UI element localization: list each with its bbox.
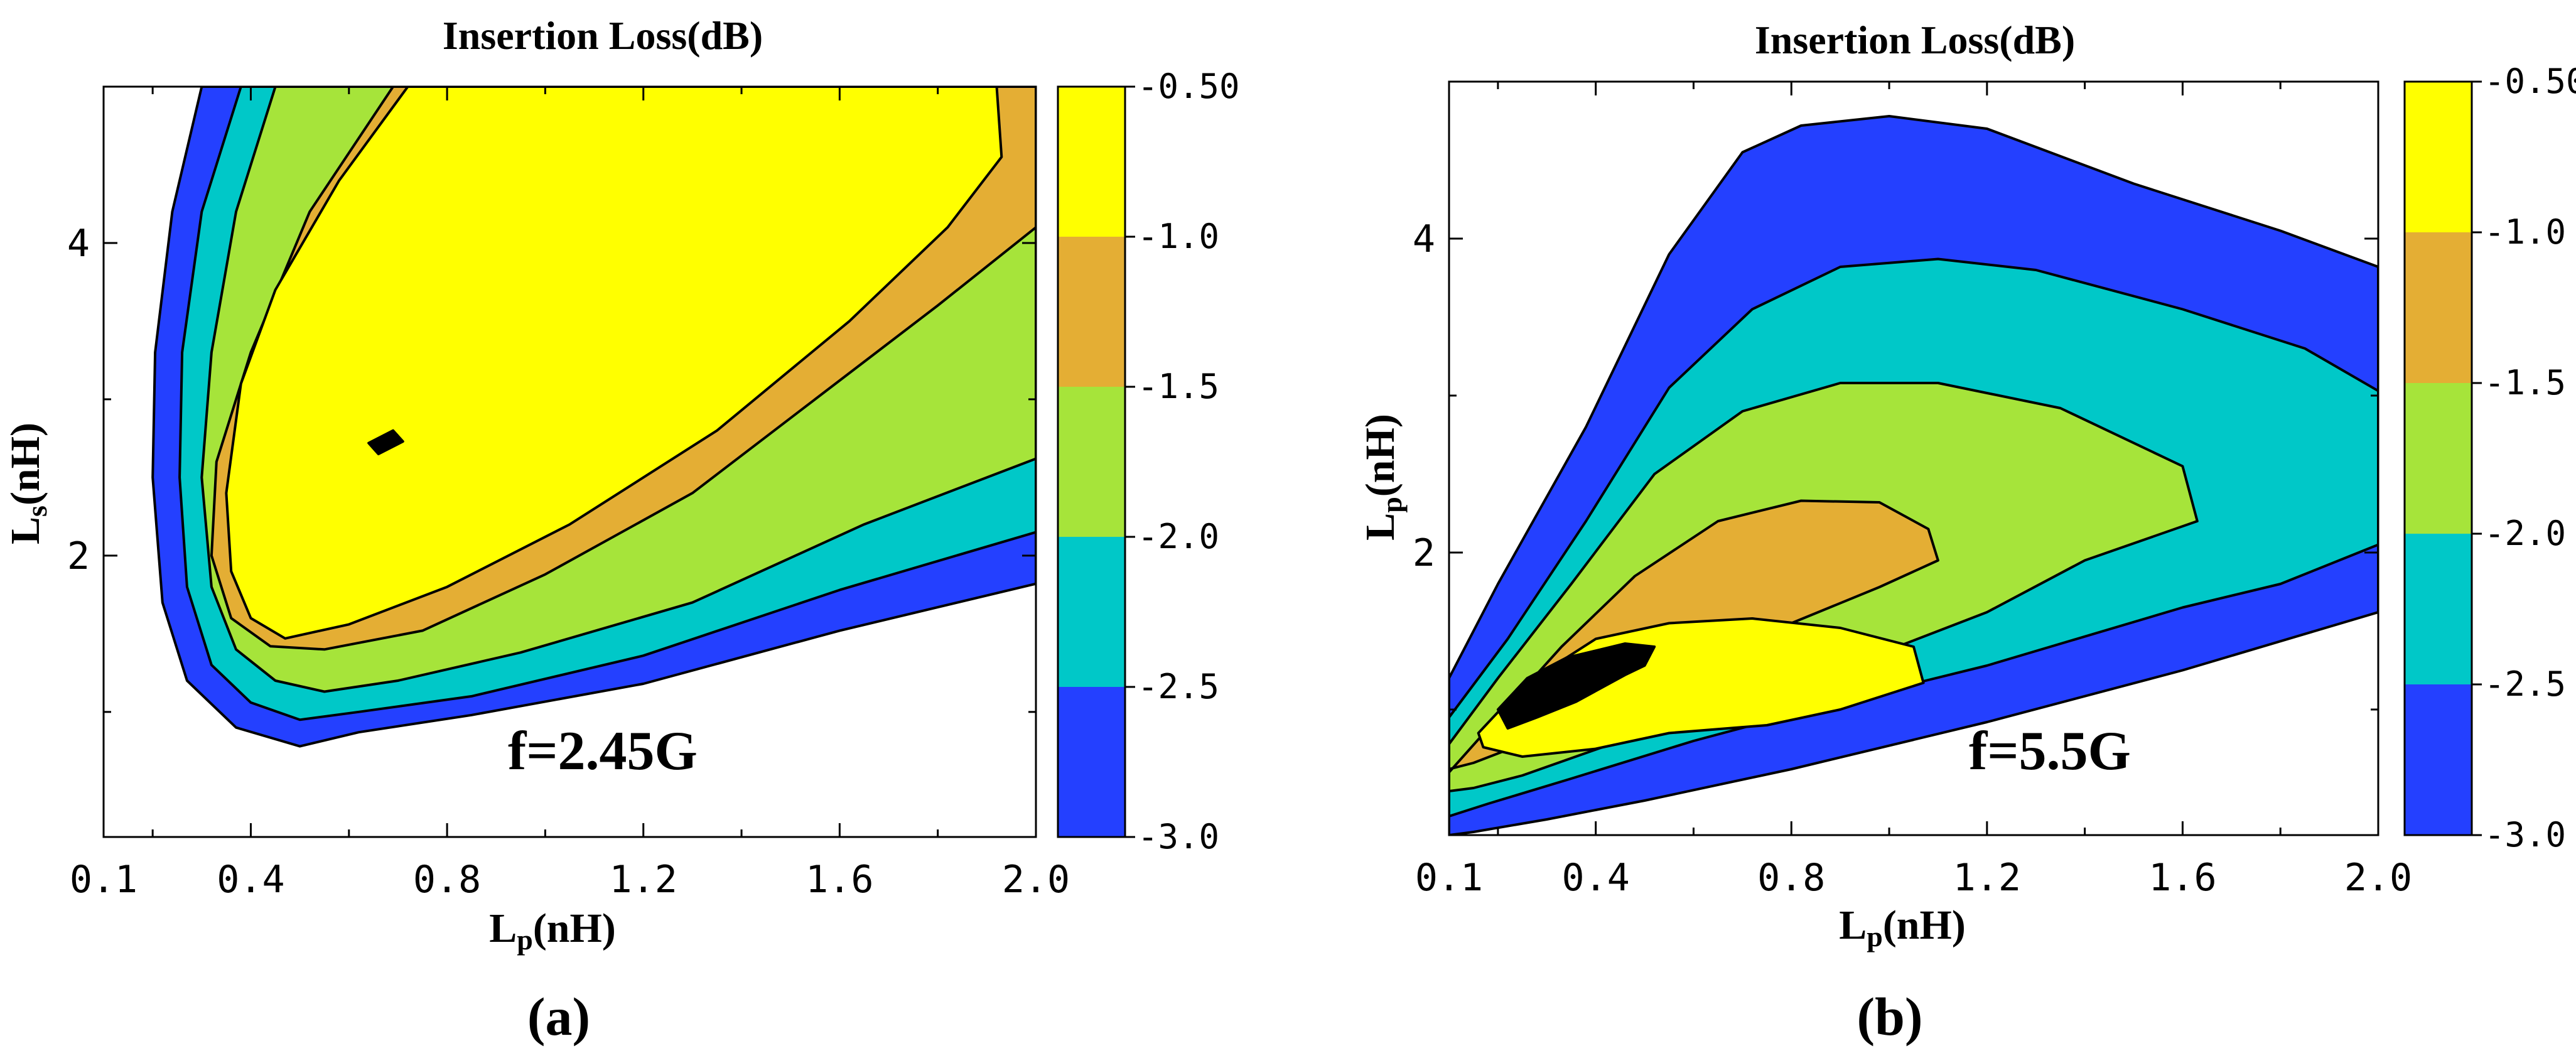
x-axis-label-main: L xyxy=(1839,902,1867,948)
y-axis-label-sub: s xyxy=(21,505,53,517)
colorbar-tick-label: -0.50 xyxy=(1138,67,1240,106)
colorbar-segment xyxy=(1058,687,1125,837)
colorbar-tick-label: -2.5 xyxy=(2484,664,2566,704)
x-axis-label-sub: p xyxy=(517,924,533,956)
chart-title: Insertion Loss(dB) xyxy=(1755,18,2075,62)
x-axis-label-unit: (nH) xyxy=(533,905,616,951)
contour-region-4 xyxy=(225,87,1003,640)
y-axis-label-unit: (nH) xyxy=(3,423,48,505)
contour-regions xyxy=(151,87,1036,748)
colorbar-tick-label: -2.0 xyxy=(1138,517,1219,556)
x-tick-label: 1.2 xyxy=(1953,856,2021,900)
x-tick-label: 0.8 xyxy=(413,858,481,902)
y-axis-label-main: L xyxy=(1357,513,1403,541)
y-axis-label-unit: (nH) xyxy=(1357,414,1403,497)
contour-regions xyxy=(1449,115,2378,835)
y-tick-label: 4 xyxy=(1413,217,1435,261)
x-tick-label: 2.0 xyxy=(1002,858,1070,902)
x-tick-label: 0.1 xyxy=(70,858,137,902)
colorbar-segment xyxy=(2405,534,2472,684)
panel-caption: (a) xyxy=(527,986,590,1047)
frequency-annotation: f=2.45G xyxy=(508,721,698,782)
frequency-annotation: f=5.5G xyxy=(1969,721,2131,782)
x-tick-label: 0.4 xyxy=(1561,856,1629,900)
contour-region-5 xyxy=(367,429,404,456)
colorbar-segment xyxy=(2405,232,2472,383)
colorbar-tick-label: -1.0 xyxy=(1138,217,1219,256)
x-axis-label: Lp(nH) xyxy=(489,905,616,956)
x-tick-label: 1.6 xyxy=(806,858,873,902)
x-tick-label: 0.8 xyxy=(1757,856,1825,900)
y-tick-label: 2 xyxy=(1413,531,1435,575)
y-tick-label: 2 xyxy=(67,534,90,578)
colorbar-segment xyxy=(2405,82,2472,232)
y-axis-label: Lp(nH) xyxy=(1357,414,1408,541)
plot-frame xyxy=(102,85,1037,838)
colorbar-segment xyxy=(1058,387,1125,537)
y-axis-label: Ls(nH) xyxy=(3,423,53,544)
colorbar-tick-label: -3.0 xyxy=(1138,817,1219,856)
x-axis-label-main: L xyxy=(489,905,517,951)
x-axis-label-unit: (nH) xyxy=(1883,902,1966,948)
colorbar: -0.50 -1.0 -1.5 -2.0 -2.5 -3.0 xyxy=(1057,67,1240,856)
colorbar-frame xyxy=(2403,80,2473,836)
colorbar-tick-label: -1.0 xyxy=(2484,212,2566,252)
y-axis-label-main: L xyxy=(3,517,48,544)
x-tick-label: 1.6 xyxy=(2148,856,2216,900)
colorbar-tick-label: -1.5 xyxy=(2484,363,2566,402)
colorbar-segment xyxy=(2405,383,2472,534)
panel-a: 0.1 0.4 0.8 1.2 1.6 2.0 2 4 Insertion Loss(dB) Lp… xyxy=(3,13,1240,1047)
colorbar-tick-label: -0.50 xyxy=(2484,62,2576,101)
colorbar-tick-label: -1.5 xyxy=(1138,367,1219,406)
x-axis-label: Lp(nH) xyxy=(1839,902,1966,953)
y-tick-label: 4 xyxy=(67,222,90,266)
colorbar-frame xyxy=(1057,85,1126,838)
colorbar-segment xyxy=(1058,537,1125,687)
colorbar: -0.50 -1.0 -1.5 -2.0 -2.5 -3.0 xyxy=(2403,62,2576,855)
x-tick-label: 1.2 xyxy=(610,858,677,902)
colorbar-segment xyxy=(2405,684,2472,835)
colorbar-tick-label: -3.0 xyxy=(2484,815,2566,855)
x-tick-label: 0.4 xyxy=(217,858,284,902)
panel-b: 0.1 0.4 0.8 1.2 1.6 2.0 2 4 Insertion Loss(dB) Lp… xyxy=(1357,18,2576,1047)
chart-title: Insertion Loss(dB) xyxy=(443,13,763,58)
contour-region-5 xyxy=(1496,642,1656,730)
x-tick-label: 0.1 xyxy=(1415,856,1483,900)
x-tick-label: 2.0 xyxy=(2344,856,2412,900)
colorbar-segment xyxy=(1058,87,1125,237)
colorbar-tick-label: -2.0 xyxy=(2484,514,2566,553)
panel-caption: (b) xyxy=(1857,986,1922,1047)
colorbar-tick-label: -2.5 xyxy=(1138,667,1219,706)
plot-frame xyxy=(1448,80,2379,836)
colorbar-segment xyxy=(1058,237,1125,387)
y-axis-label-sub: p xyxy=(1376,497,1408,513)
x-axis-label-sub: p xyxy=(1867,920,1883,953)
